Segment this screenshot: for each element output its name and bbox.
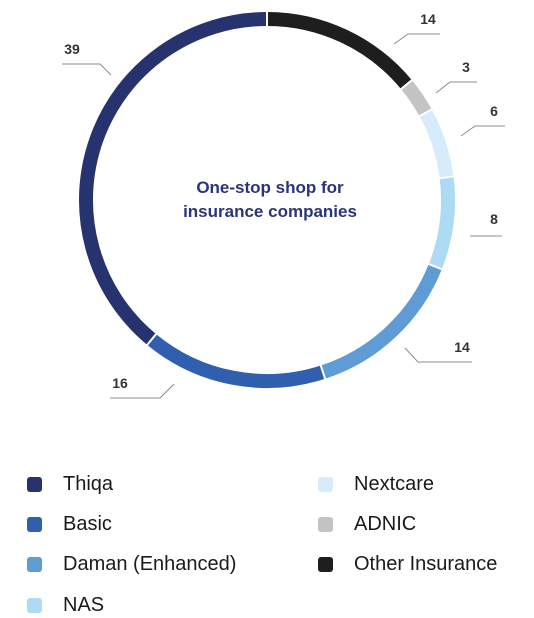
slice-separator bbox=[421, 260, 449, 273]
legend-swatch-adnic bbox=[318, 516, 333, 532]
donut-slice-thiqa bbox=[79, 12, 268, 345]
legend-label-adnic: ADNIC bbox=[354, 512, 417, 535]
value-label: 39 bbox=[64, 41, 80, 57]
leader-line bbox=[110, 383, 175, 399]
center-title-line-2: insurance companies bbox=[183, 202, 357, 221]
legend-label-other-insurance: Other Insurance bbox=[354, 552, 498, 575]
legend-item-adnic: ADNIC bbox=[318, 512, 416, 536]
slice-separator bbox=[317, 358, 329, 386]
value-label: 16 bbox=[112, 375, 128, 391]
legend-label-basic: Basic bbox=[63, 512, 112, 535]
legend-label-nextcare: Nextcare bbox=[354, 472, 435, 495]
donut-slice-nextcare bbox=[419, 109, 454, 179]
chart-legend: Thiqa Basic Daman (Enhanced) NAS Nextcar… bbox=[0, 462, 534, 618]
slice-separator bbox=[432, 174, 461, 181]
chart-center-title: One-stop shop for insurance companies bbox=[130, 176, 410, 224]
leader-line bbox=[62, 63, 112, 76]
legend-item-nextcare: Nextcare bbox=[318, 472, 434, 496]
legend-label-nas: NAS bbox=[63, 593, 105, 616]
slice-separator bbox=[395, 74, 418, 95]
legend-item-basic: Basic bbox=[27, 512, 112, 536]
value-label: 3 bbox=[462, 59, 470, 75]
legend-swatch-thiqa bbox=[27, 476, 42, 492]
legend-item-other-insurance: Other Insurance bbox=[318, 552, 497, 576]
slice-separator bbox=[412, 105, 439, 121]
value-label: 6 bbox=[490, 103, 498, 119]
value-label: 14 bbox=[420, 11, 436, 27]
legend-label-thiqa: Thiqa bbox=[63, 472, 114, 495]
leader-line bbox=[393, 33, 440, 45]
slice-separator bbox=[141, 328, 162, 351]
legend-swatch-daman bbox=[27, 556, 42, 572]
legend-item-nas: NAS bbox=[27, 593, 104, 617]
donut-chart: 14 3 6 8 14 16 39 bbox=[62, 11, 505, 399]
leader-line bbox=[404, 347, 472, 363]
donut-slice-basic bbox=[147, 334, 326, 388]
legend-label-daman: Daman (Enhanced) bbox=[63, 552, 237, 575]
legend-item-daman: Daman (Enhanced) bbox=[27, 552, 236, 576]
legend-swatch-nextcare bbox=[318, 476, 333, 492]
legend-swatch-other-insurance bbox=[318, 556, 333, 572]
value-label: 14 bbox=[454, 339, 470, 355]
donut-slice-daman-enhanced bbox=[320, 264, 442, 379]
legend-swatch-nas bbox=[27, 597, 42, 613]
legend-swatch-basic bbox=[27, 516, 42, 532]
value-label: 8 bbox=[490, 211, 498, 227]
leader-line bbox=[435, 81, 477, 94]
legend-item-thiqa: Thiqa bbox=[27, 472, 113, 496]
center-title-line-1: One-stop shop for bbox=[196, 178, 344, 197]
donut-slice-nas bbox=[428, 176, 455, 270]
donut-slice-other-insurance bbox=[266, 12, 412, 90]
donut-slice-adnic bbox=[400, 80, 432, 117]
leader-line bbox=[460, 125, 505, 137]
